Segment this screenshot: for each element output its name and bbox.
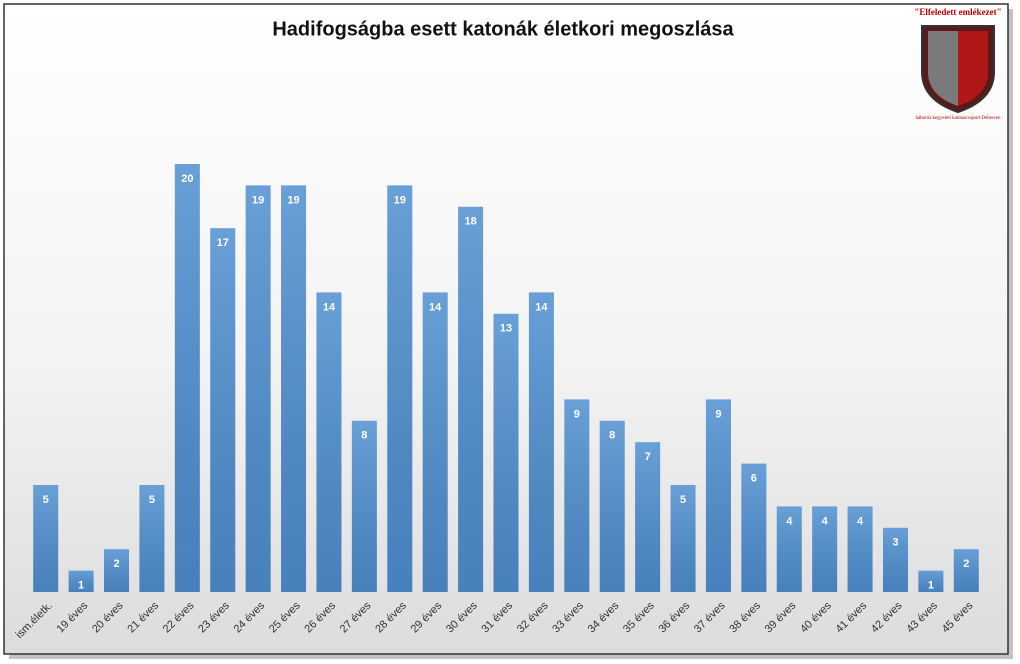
- data-label: 3: [892, 537, 898, 549]
- data-label: 8: [361, 430, 367, 442]
- bar-shade: [68, 570, 94, 592]
- bar-shade: [210, 228, 236, 592]
- data-label: 14: [429, 301, 442, 313]
- logo-motto: "Elfeledett emlékezet": [914, 7, 1001, 17]
- data-label: 17: [217, 237, 229, 249]
- logo-shield-right: [958, 31, 988, 106]
- bar-shade: [670, 485, 696, 592]
- data-label: 2: [963, 558, 969, 570]
- bar-shade: [174, 164, 200, 592]
- bar-shade: [882, 527, 908, 592]
- bar-shade: [33, 485, 59, 592]
- data-label: 6: [751, 473, 757, 485]
- bar-shade: [281, 185, 307, 592]
- bar-shade: [387, 185, 413, 592]
- bar-shade: [741, 463, 767, 592]
- data-label: 4: [786, 515, 793, 527]
- data-label: 19: [394, 194, 406, 206]
- logo: "Elfeledett emlékezet" háborús kegyeleti…: [914, 7, 1001, 121]
- data-label: 19: [252, 194, 264, 206]
- bar-shade: [458, 206, 484, 593]
- data-label: 1: [78, 580, 84, 592]
- data-label: 14: [535, 301, 548, 313]
- data-label: 1: [928, 580, 934, 592]
- data-label: 13: [500, 323, 512, 335]
- data-label: 4: [822, 515, 829, 527]
- data-label: 9: [715, 408, 721, 420]
- data-label: 20: [181, 173, 193, 185]
- bar-shade: [705, 399, 731, 592]
- chart-title: Hadifogságba esett katonák életkori mego…: [272, 18, 734, 40]
- bar-shade: [351, 420, 377, 592]
- bar-shade: [918, 570, 944, 592]
- data-label: 7: [645, 451, 651, 463]
- data-label: 8: [609, 430, 615, 442]
- data-label: 5: [43, 494, 49, 506]
- data-label: 18: [464, 216, 476, 228]
- logo-shield-left: [928, 31, 958, 106]
- bar-shade: [493, 313, 519, 592]
- bar-shade: [528, 292, 554, 592]
- data-label: 5: [149, 494, 155, 506]
- data-label: 9: [574, 408, 580, 420]
- bar-shade: [635, 442, 661, 592]
- bar-shade: [776, 506, 802, 592]
- bar-shade: [564, 399, 590, 592]
- logo-caption: háborús kegyeleti katonacsoport Debrecen: [915, 116, 1001, 121]
- data-label: 2: [113, 558, 119, 570]
- data-label: 14: [323, 301, 336, 313]
- bar-shade: [422, 292, 448, 592]
- bar-shade: [139, 485, 165, 592]
- bar-shade: [245, 185, 271, 592]
- bar-shade: [812, 506, 838, 592]
- bar-shade: [104, 549, 130, 592]
- data-label: 4: [857, 515, 864, 527]
- bar-shade: [316, 292, 342, 592]
- data-label: 5: [680, 494, 686, 506]
- bar-shade: [847, 506, 873, 592]
- bar-shade: [953, 549, 979, 592]
- data-label: 19: [287, 194, 299, 206]
- bar-shade: [599, 420, 625, 592]
